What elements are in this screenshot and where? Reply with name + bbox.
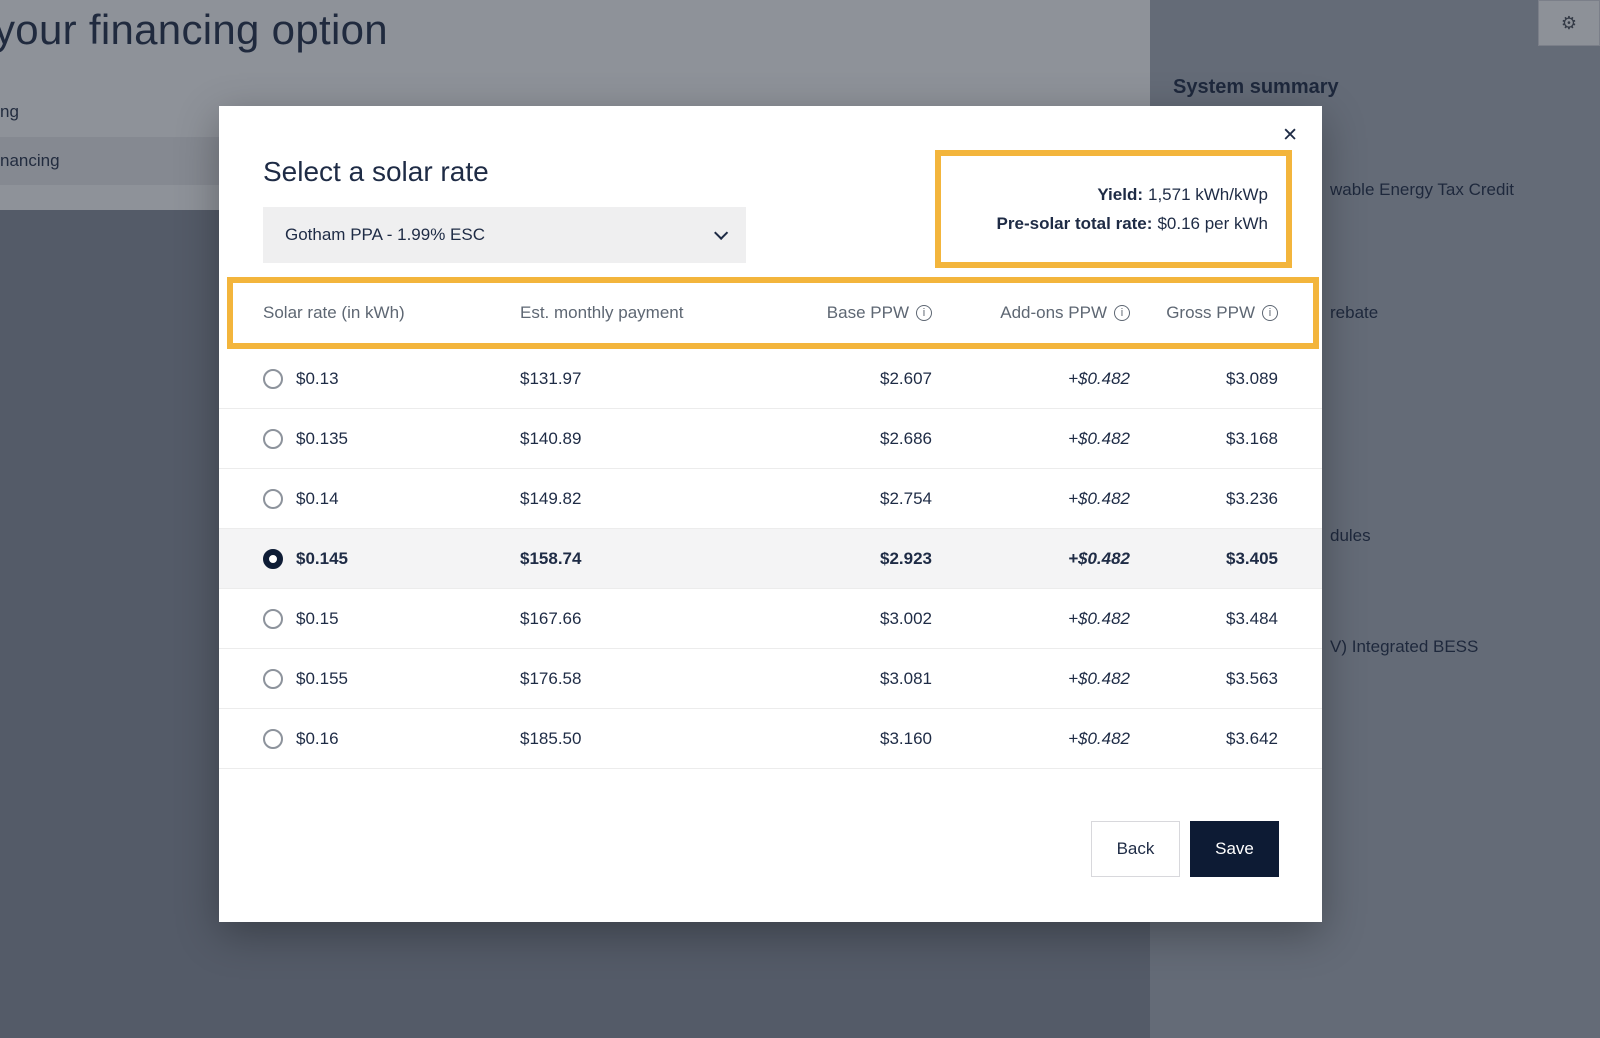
table-row[interactable]: $0.13 $131.97 $2.607 +$0.482 $3.089 [219,349,1322,409]
base-ppw-value: $3.081 [880,668,932,688]
monthly-payment-value: $140.89 [520,428,582,448]
rate-radio[interactable] [263,488,283,509]
monthly-payment-value: $131.97 [520,368,582,388]
info-icon[interactable]: i [1262,305,1278,321]
presolar-rate-label: Pre-solar total rate: [996,213,1153,233]
col-header-gross-ppw-label: Gross PPW [1166,303,1255,322]
presolar-rate-value: $0.16 per kWh [1157,213,1268,233]
close-icon[interactable]: ✕ [1282,125,1298,146]
solar-rate-value: $0.135 [296,428,348,448]
rate-radio[interactable] [263,728,283,749]
rate-radio[interactable] [263,668,283,689]
gross-ppw-value: $3.563 [1226,668,1278,688]
addons-ppw-value: +$0.482 [1068,728,1130,748]
col-header-addons-ppw-label: Add-ons PPW [1000,303,1107,322]
table-row[interactable]: $0.15 $167.66 $3.002 +$0.482 $3.484 [219,589,1322,649]
monthly-payment-value: $149.82 [520,488,582,508]
gross-ppw-value: $3.642 [1226,728,1278,748]
addons-ppw-value: +$0.482 [1068,488,1130,508]
info-icon[interactable]: i [1114,305,1130,321]
back-button[interactable]: Back [1091,821,1180,877]
presolar-rate-line: Pre-solar total rate: $0.16 per kWh [997,214,1268,234]
solar-rate-value: $0.13 [296,368,339,388]
addons-ppw-value: +$0.482 [1068,668,1130,688]
solar-rate-value: $0.16 [296,728,339,748]
solar-rate-value: $0.155 [296,668,348,688]
gross-ppw-value: $3.236 [1226,488,1278,508]
table-row[interactable]: $0.14 $149.82 $2.754 +$0.482 $3.236 [219,469,1322,529]
rate-radio[interactable] [263,608,283,629]
solar-rate-value: $0.14 [296,488,339,508]
addons-ppw-value: +$0.482 [1068,608,1130,628]
col-header-monthly-payment: Est. monthly payment [520,303,684,322]
info-icon[interactable]: i [916,305,932,321]
save-button[interactable]: Save [1190,821,1279,877]
rate-radio[interactable] [263,368,283,389]
base-ppw-value: $3.160 [880,728,932,748]
col-header-base-ppw: Base PPW i [760,303,932,323]
rate-radio-checked[interactable] [263,548,283,569]
addons-ppw-value: +$0.482 [1068,368,1130,388]
gross-ppw-value: $3.089 [1226,368,1278,388]
table-row-selected[interactable]: $0.145 $158.74 $2.923 +$0.482 $3.405 [219,529,1322,589]
col-header-gross-ppw: Gross PPW i [1130,303,1278,323]
yield-value: 1,571 kWh/kWp [1148,184,1268,204]
gross-ppw-value: $3.484 [1226,608,1278,628]
modal-title: Select a solar rate [263,156,489,187]
table-row[interactable]: $0.155 $176.58 $3.081 +$0.482 $3.563 [219,649,1322,709]
chevron-down-icon [714,225,729,240]
monthly-payment-value: $158.74 [520,548,582,568]
monthly-payment-value: $185.50 [520,728,582,748]
table-row[interactable]: $0.135 $140.89 $2.686 +$0.482 $3.168 [219,409,1322,469]
addons-ppw-value: +$0.482 [1068,428,1130,448]
yield-label: Yield: [1097,184,1143,204]
solar-rate-value: $0.145 [296,548,348,568]
col-header-base-ppw-label: Base PPW [826,303,909,322]
rate-radio[interactable] [263,428,283,449]
base-ppw-value: $3.002 [880,608,932,628]
monthly-payment-value: $176.58 [520,668,582,688]
table-header-row: Solar rate (in kWh) Est. monthly payment… [219,277,1322,349]
base-ppw-value: $2.607 [880,368,932,388]
table-row[interactable]: $0.16 $185.50 $3.160 +$0.482 $3.642 [219,709,1322,769]
modal-actions: Back Save [219,821,1322,877]
base-ppw-value: $2.923 [880,548,932,568]
monthly-payment-value: $167.66 [520,608,582,628]
gross-ppw-value: $3.168 [1226,428,1278,448]
gross-ppw-value: $3.405 [1226,548,1278,568]
addons-ppw-value: +$0.482 [1068,548,1130,568]
col-header-solar-rate: Solar rate (in kWh) [263,303,405,322]
yield-line: Yield: 1,571 kWh/kWp [1097,185,1268,205]
dropdown-selected-value: Gotham PPA - 1.99% ESC [285,225,485,244]
col-header-addons-ppw: Add-ons PPW i [932,303,1130,323]
base-ppw-value: $2.754 [880,488,932,508]
base-ppw-value: $2.686 [880,428,932,448]
select-solar-rate-modal: ✕ Select a solar rate Gotham PPA - 1.99%… [219,106,1322,922]
solar-rate-plan-dropdown[interactable]: Gotham PPA - 1.99% ESC [263,207,746,263]
solar-rate-value: $0.15 [296,608,339,628]
yield-summary-highlight: Yield: 1,571 kWh/kWp Pre-solar total rate… [935,150,1292,268]
